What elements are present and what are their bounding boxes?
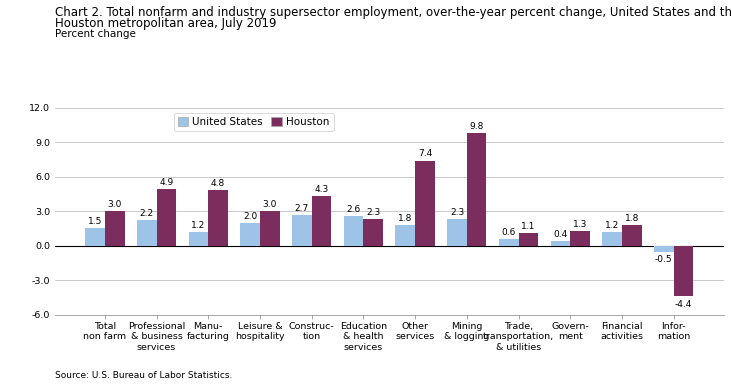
Bar [602,232,622,246]
Bar [311,196,331,246]
Text: Percent change: Percent change [55,29,136,39]
Text: Houston metropolitan area, July 2019: Houston metropolitan area, July 2019 [55,17,276,30]
Bar [86,228,105,246]
Text: 0.6: 0.6 [501,228,516,237]
Bar [518,233,538,246]
Bar [447,219,467,246]
Bar [137,220,156,246]
Text: 1.8: 1.8 [624,214,639,223]
Text: 7.4: 7.4 [418,149,432,159]
Bar [415,161,435,246]
Bar [654,246,674,252]
Text: Chart 2. Total nonfarm and industry supersector employment, over-the-year percen: Chart 2. Total nonfarm and industry supe… [55,6,731,19]
Text: 2.2: 2.2 [140,209,154,218]
Text: 2.3: 2.3 [450,208,464,217]
Bar [260,211,280,246]
Bar [105,211,124,246]
Bar [570,231,590,246]
Bar [395,225,415,246]
Text: 2.3: 2.3 [366,208,380,217]
Text: 4.9: 4.9 [159,178,173,187]
Bar [208,190,228,246]
Text: -4.4: -4.4 [675,300,692,309]
Text: 1.2: 1.2 [192,221,205,230]
Text: 1.2: 1.2 [605,221,619,230]
Text: 2.7: 2.7 [295,204,309,213]
Bar [240,223,260,246]
Text: 3.0: 3.0 [107,200,122,209]
Bar [467,133,486,246]
Bar [363,219,383,246]
Text: Source: U.S. Bureau of Labor Statistics.: Source: U.S. Bureau of Labor Statistics. [55,371,232,380]
Bar [344,216,363,246]
Text: 2.0: 2.0 [243,212,257,221]
Bar [622,225,642,246]
Text: 1.3: 1.3 [573,220,587,229]
Text: 9.8: 9.8 [469,122,484,131]
Bar [156,189,176,246]
Bar [499,239,518,246]
Bar [674,246,693,296]
Legend: United States, Houston: United States, Houston [174,113,333,131]
Bar [550,241,570,246]
Text: 1.8: 1.8 [398,214,412,223]
Text: 0.4: 0.4 [553,230,567,239]
Text: 3.0: 3.0 [262,200,277,209]
Bar [292,215,311,246]
Text: 2.6: 2.6 [346,205,360,214]
Text: -0.5: -0.5 [655,255,673,264]
Text: 4.8: 4.8 [211,179,225,189]
Text: 4.3: 4.3 [314,185,329,194]
Text: 1.1: 1.1 [521,222,536,231]
Text: 1.5: 1.5 [88,217,102,227]
Bar [189,232,208,246]
